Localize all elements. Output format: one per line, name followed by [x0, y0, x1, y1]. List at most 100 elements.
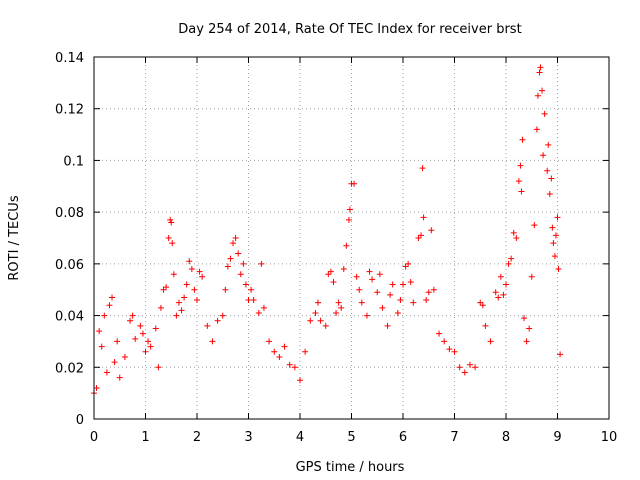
data-point [479, 302, 486, 309]
data-point [260, 304, 267, 311]
data-point [521, 315, 528, 322]
x-tick-label: 0 [90, 430, 98, 445]
data-point [165, 235, 172, 241]
data-point [436, 330, 443, 337]
data-point [415, 235, 422, 241]
data-point [291, 364, 298, 371]
data-point [515, 178, 522, 185]
y-tick-label: 0.02 [55, 361, 84, 376]
data-point [376, 271, 383, 278]
data-point [325, 271, 332, 278]
data-point [322, 322, 329, 329]
data-point [114, 338, 121, 345]
data-point [519, 136, 526, 143]
data-point [363, 312, 370, 319]
data-point [495, 294, 502, 301]
data-point [544, 167, 551, 174]
data-point [510, 229, 517, 236]
data-point [178, 307, 185, 314]
data-point [186, 258, 193, 265]
data-point [317, 317, 324, 324]
data-point [204, 322, 211, 329]
data-point [518, 188, 525, 195]
data-point [540, 152, 547, 159]
data-point [315, 299, 322, 306]
data-point [534, 92, 541, 99]
data-point [101, 312, 108, 319]
data-point [222, 286, 229, 293]
data-point [98, 343, 105, 350]
data-point [552, 232, 559, 239]
data-point [410, 299, 417, 306]
data-point [425, 289, 432, 296]
data-point [224, 263, 231, 270]
data-point [245, 297, 252, 304]
data-point [397, 297, 404, 304]
data-point [374, 289, 381, 296]
data-point [155, 364, 162, 371]
y-tick-label: 0.14 [55, 51, 84, 66]
data-point [194, 297, 200, 304]
data-point [420, 214, 427, 221]
data-point [537, 64, 544, 71]
data-point [517, 162, 524, 169]
data-point [116, 374, 123, 381]
data-point [333, 309, 340, 316]
data-point [500, 291, 507, 298]
data-point [242, 281, 249, 288]
data-point [132, 335, 139, 342]
data-point [482, 322, 489, 329]
y-tick-label: 0.1 [63, 154, 84, 169]
data-point [248, 286, 255, 293]
y-tick-label: 0 [76, 413, 84, 428]
data-point [423, 297, 430, 304]
data-point [199, 273, 206, 280]
data-point [340, 266, 347, 273]
x-tick-label: 2 [193, 430, 201, 445]
data-point [167, 216, 174, 223]
data-point [230, 240, 237, 247]
data-point [209, 338, 216, 345]
data-point [418, 232, 425, 239]
data-point [196, 268, 203, 275]
data-point [327, 268, 334, 275]
data-point [466, 361, 473, 368]
x-tick-label: 3 [244, 430, 252, 445]
data-point [487, 338, 494, 345]
data-point [441, 338, 448, 345]
data-point [173, 312, 180, 319]
data-point [492, 289, 499, 296]
x-tick-label: 5 [347, 430, 355, 445]
data-point [255, 309, 262, 316]
data-point [523, 338, 530, 345]
data-point [307, 317, 314, 324]
y-tick-label: 0.06 [55, 258, 84, 273]
x-tick-label: 1 [141, 430, 149, 445]
data-point [157, 304, 164, 311]
data-point [551, 253, 558, 260]
data-point [557, 351, 564, 358]
data-point [271, 348, 278, 355]
data-point [219, 312, 226, 319]
data-point [550, 240, 557, 247]
data-point [281, 343, 288, 350]
data-point [531, 222, 538, 229]
x-tick-label: 7 [450, 430, 458, 445]
data-point [351, 180, 358, 187]
x-tick-label: 8 [502, 430, 510, 445]
data-point [152, 325, 159, 332]
data-point [121, 353, 128, 360]
data-point [400, 281, 406, 288]
data-point [93, 384, 100, 391]
data-point [181, 294, 188, 301]
x-axis-label: GPS time / hours [296, 460, 405, 475]
data-point [430, 286, 437, 293]
data-point [394, 309, 401, 316]
data-point [137, 322, 144, 329]
data-point [227, 255, 234, 262]
y-tick-label: 0.12 [55, 103, 84, 118]
chart-title: Day 254 of 2014, Rate Of TEC Index for r… [178, 22, 521, 37]
data-point [343, 242, 350, 249]
data-point [541, 110, 548, 117]
